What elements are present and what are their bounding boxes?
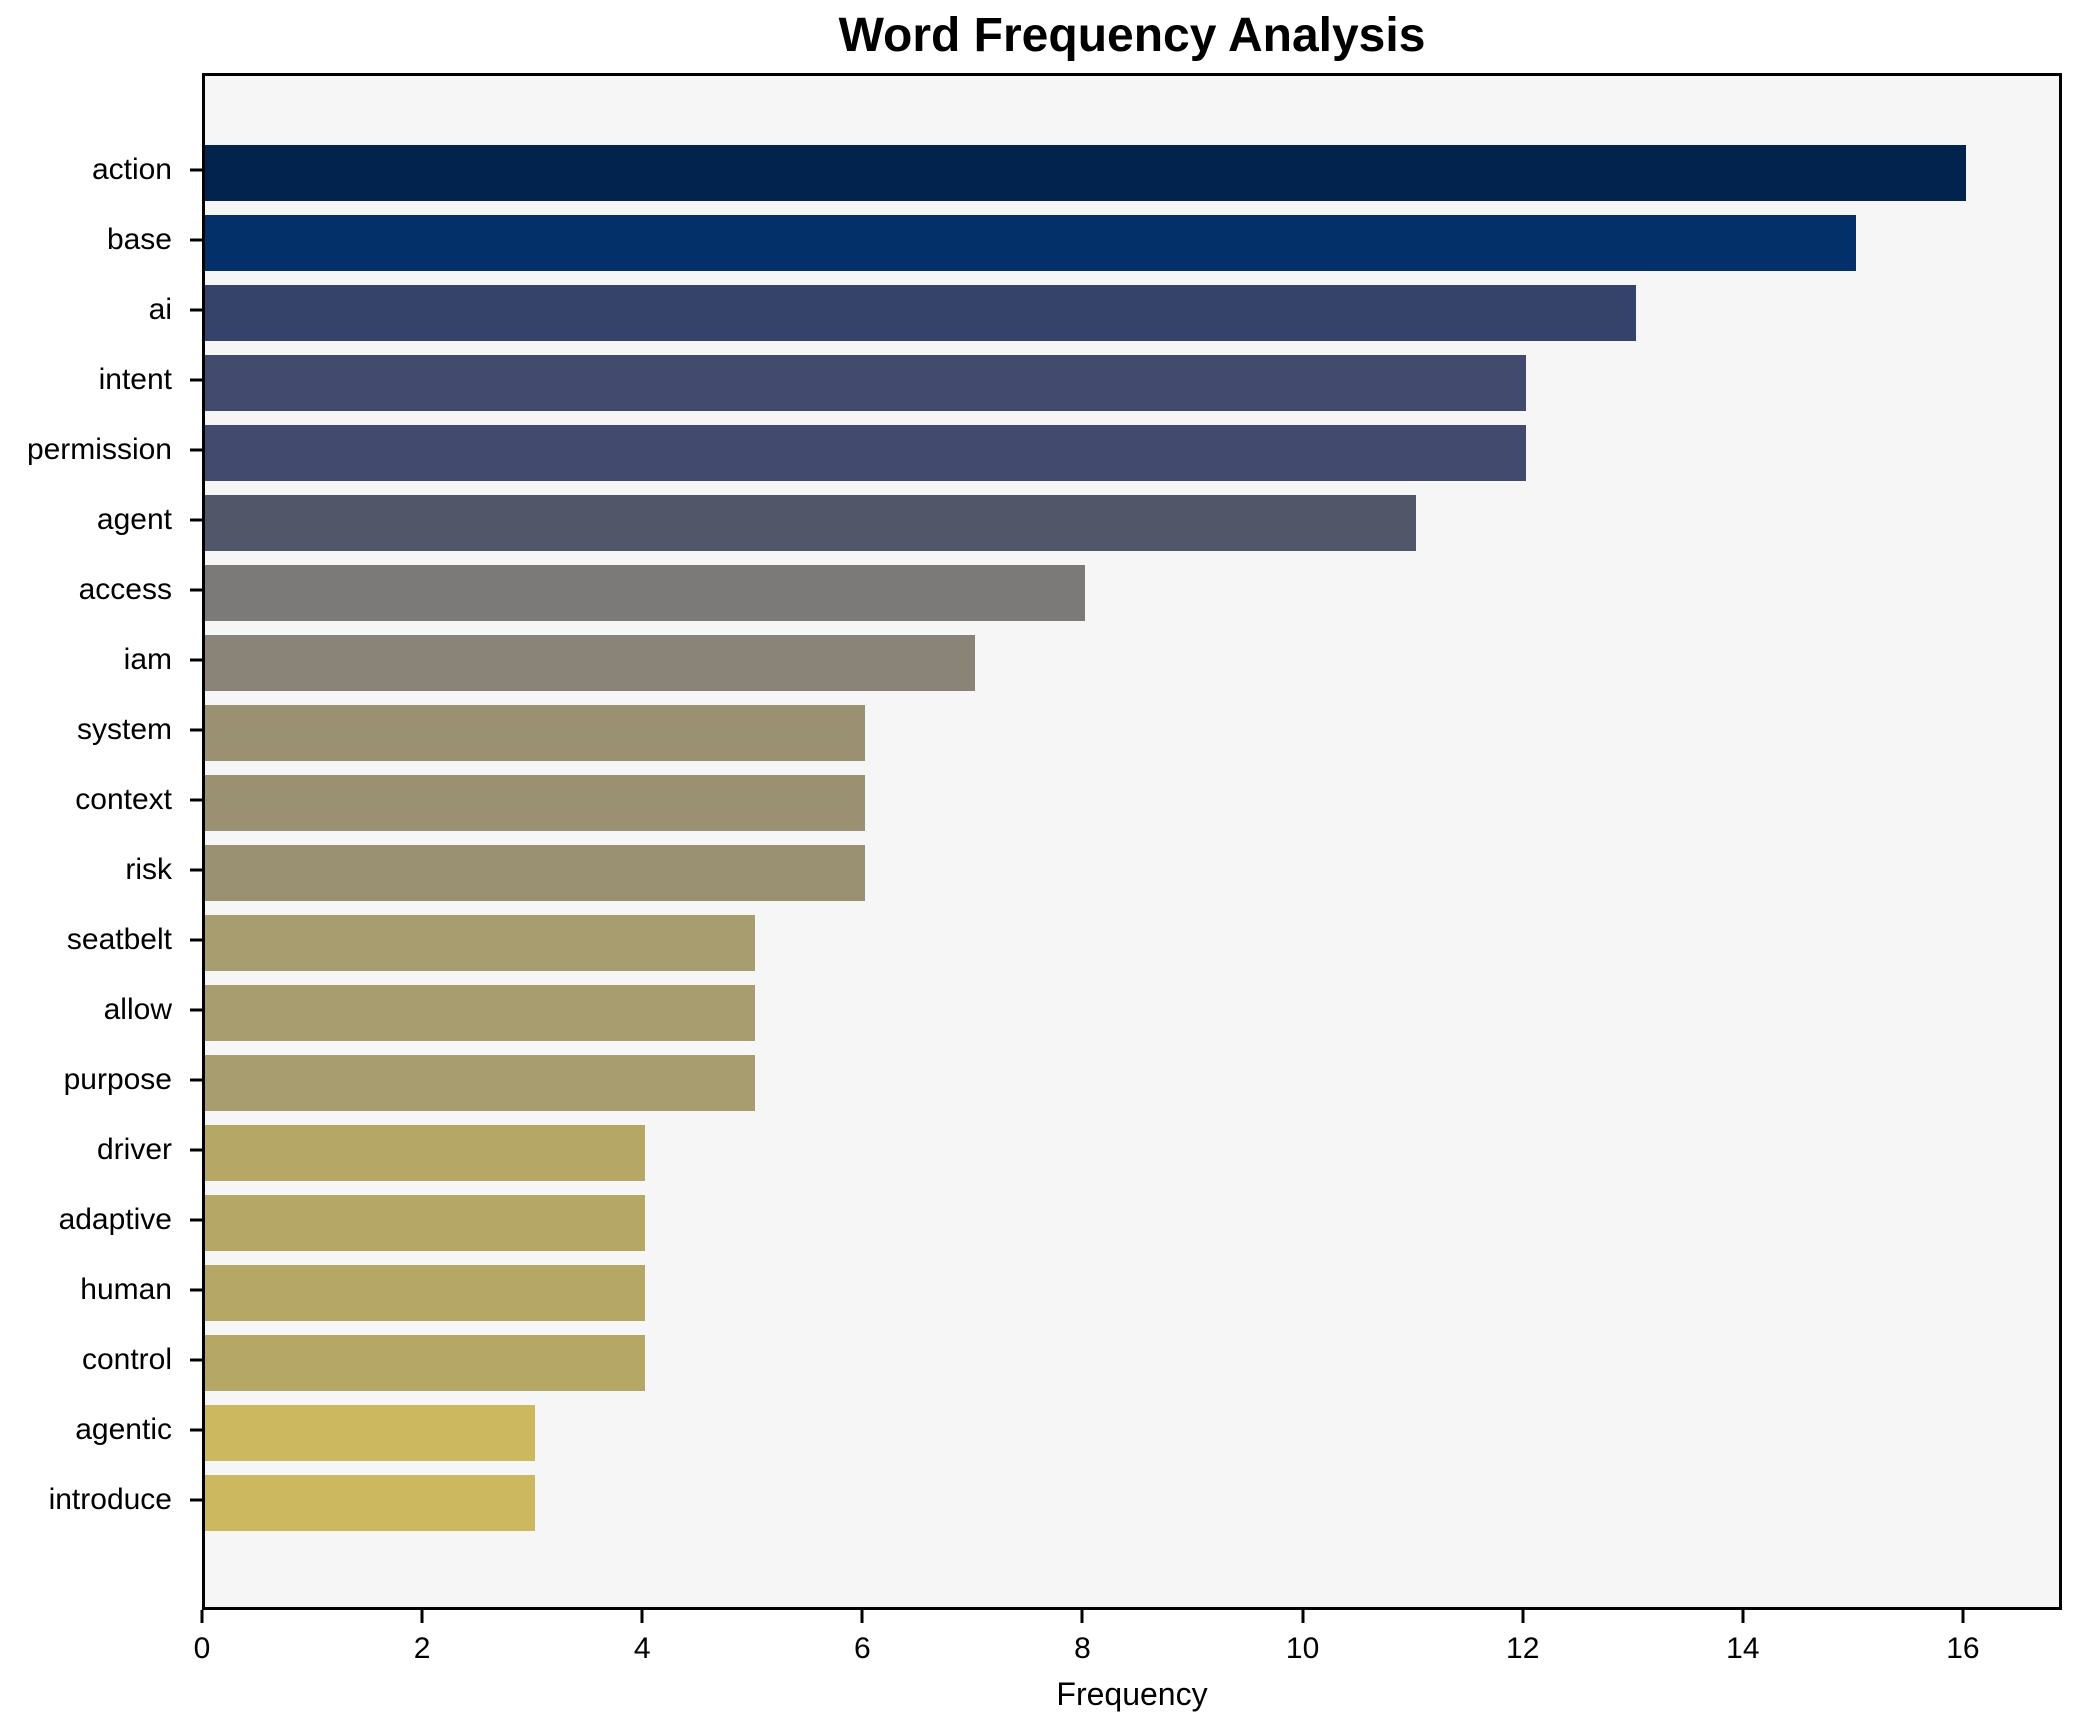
x-tick-label-4: 4 [633, 1632, 651, 1665]
y-tick-mark [190, 658, 202, 662]
x-tick-mark [1961, 1610, 1965, 1623]
y-tick-mark [190, 1498, 202, 1502]
y-tick-label-human: human [80, 1273, 172, 1306]
x-tick-mark [200, 1610, 204, 1623]
bar-adaptive [205, 1195, 645, 1251]
y-tick-mark [190, 518, 202, 522]
x-tick-label-6: 6 [854, 1632, 871, 1665]
bar-introduce [205, 1475, 535, 1531]
y-tick-label-iam: iam [123, 643, 172, 676]
y-tick-label-base: base [106, 223, 172, 256]
x-tick-mark [860, 1610, 864, 1623]
bar-risk [205, 845, 865, 901]
y-tick-label-allow: allow [103, 993, 172, 1026]
x-tick-mark [640, 1610, 644, 1623]
y-tick-label-agent: agent [96, 503, 172, 536]
x-tick-label-2: 2 [413, 1632, 431, 1665]
bar-control [205, 1335, 645, 1391]
y-tick-label-introduce: introduce [48, 1483, 172, 1516]
y-tick-label-system: system [76, 713, 172, 746]
y-tick-mark [190, 238, 202, 242]
y-tick-mark [190, 308, 202, 312]
bar-context [205, 775, 865, 831]
x-tick-label-10: 10 [1285, 1632, 1320, 1665]
y-tick-mark [190, 1148, 202, 1152]
y-tick-label-seatbelt: seatbelt [66, 923, 172, 956]
x-tick-mark [1080, 1610, 1084, 1623]
y-tick-mark [190, 168, 202, 172]
x-tick-label-8: 8 [1074, 1632, 1091, 1665]
y-tick-label-context: context [75, 783, 172, 816]
y-tick-label-ai: ai [148, 293, 172, 326]
bar-agent [205, 495, 1416, 551]
y-tick-mark [190, 1008, 202, 1012]
y-tick-mark [190, 728, 202, 732]
bar-driver [205, 1125, 645, 1181]
y-tick-label-access: access [78, 573, 172, 606]
y-tick-mark [190, 938, 202, 942]
y-tick-label-agentic: agentic [75, 1413, 172, 1446]
bar-action [205, 145, 1966, 201]
bar-access [205, 565, 1085, 621]
y-tick-mark [190, 448, 202, 452]
bar-seatbelt [205, 915, 755, 971]
bar-human [205, 1265, 645, 1321]
y-tick-label-control: control [81, 1343, 172, 1376]
y-tick-label-purpose: purpose [63, 1063, 172, 1096]
bar-base [205, 215, 1856, 271]
y-tick-label-permission: permission [26, 433, 172, 466]
chart-title: Word Frequency Analysis [838, 9, 1426, 62]
y-tick-mark [190, 1358, 202, 1362]
plot-area [202, 73, 2062, 1610]
y-tick-mark [190, 588, 202, 592]
bar-agentic [205, 1405, 535, 1461]
x-tick-label-0: 0 [193, 1632, 211, 1665]
y-tick-label-risk: risk [125, 853, 172, 886]
y-tick-label-action: action [91, 153, 172, 186]
y-tick-mark [190, 798, 202, 802]
bar-system [205, 705, 865, 761]
x-tick-mark [1301, 1610, 1305, 1623]
x-tick-label-16: 16 [1946, 1632, 1980, 1665]
x-tick-label-14: 14 [1726, 1632, 1760, 1665]
x-tick-mark [420, 1610, 424, 1623]
bar-allow [205, 985, 755, 1041]
y-tick-mark [190, 378, 202, 382]
y-tick-mark [190, 1218, 202, 1222]
y-tick-mark [190, 1288, 202, 1292]
bar-intent [205, 355, 1526, 411]
y-tick-label-driver: driver [96, 1133, 172, 1166]
y-tick-mark [190, 868, 202, 872]
bar-iam [205, 635, 975, 691]
bar-permission [205, 425, 1526, 481]
y-tick-mark [190, 1428, 202, 1432]
y-tick-mark [190, 1078, 202, 1082]
x-axis-label: Frequency [1056, 1676, 1208, 1712]
bar-ai [205, 285, 1636, 341]
x-tick-label-12: 12 [1506, 1632, 1540, 1665]
y-tick-label-adaptive: adaptive [58, 1203, 172, 1236]
x-tick-mark [1741, 1610, 1745, 1623]
bar-purpose [205, 1055, 755, 1111]
x-tick-mark [1521, 1610, 1525, 1623]
y-tick-label-intent: intent [98, 363, 172, 396]
